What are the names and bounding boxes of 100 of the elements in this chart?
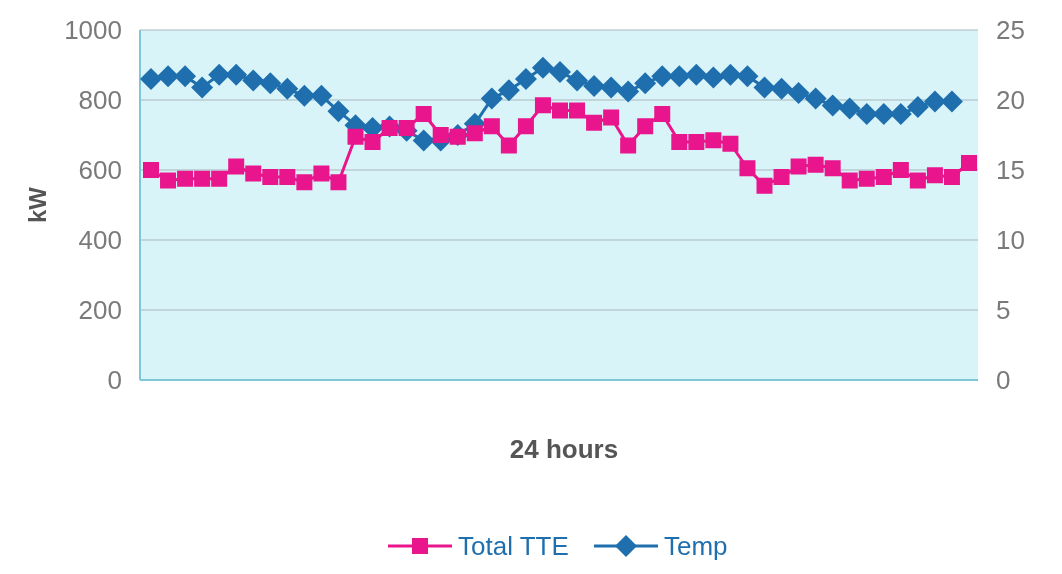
point [500, 137, 517, 154]
point [466, 125, 483, 142]
y2-tick-label: 5 [996, 295, 1011, 326]
point [838, 97, 861, 120]
point [603, 109, 620, 126]
point [552, 102, 568, 119]
point [940, 90, 963, 113]
point [790, 158, 807, 175]
point [412, 129, 435, 152]
point [855, 103, 878, 125]
point [347, 128, 364, 145]
point [889, 103, 912, 125]
point [654, 106, 671, 122]
point [719, 63, 742, 86]
point [194, 170, 211, 187]
point [497, 79, 520, 102]
point [804, 87, 827, 110]
y2-tick-label: 25 [996, 15, 1025, 46]
point [330, 174, 347, 191]
legend-label: Temp [664, 531, 728, 562]
point [702, 66, 725, 89]
point [310, 84, 333, 107]
point [943, 169, 960, 185]
point [566, 69, 589, 92]
point [313, 165, 330, 182]
y-tick-label: 1000 [64, 15, 122, 46]
point [872, 103, 895, 125]
point [600, 76, 623, 99]
point [722, 135, 739, 152]
point [415, 106, 432, 122]
y-tick-label: 200 [78, 295, 122, 326]
point [228, 158, 245, 175]
point [432, 127, 449, 143]
point [296, 174, 313, 191]
legend-label: Total TTE [458, 531, 569, 562]
point [753, 76, 776, 99]
point [208, 63, 231, 86]
y-tick-label: 800 [78, 85, 122, 116]
point [586, 114, 603, 131]
y2-tick-label: 0 [996, 365, 1011, 396]
point [671, 134, 688, 150]
point [634, 72, 657, 95]
point [293, 84, 316, 107]
point [685, 63, 708, 86]
point [245, 165, 262, 182]
point [892, 162, 909, 178]
point [262, 169, 279, 185]
point [841, 172, 858, 189]
point [824, 160, 841, 177]
point [756, 177, 773, 194]
point [637, 118, 654, 135]
point [770, 77, 793, 100]
point [926, 167, 943, 184]
y-axis-title: kW [24, 186, 51, 223]
point [517, 118, 534, 135]
point [583, 75, 606, 97]
point [143, 162, 159, 178]
point [688, 134, 705, 150]
point [620, 137, 637, 154]
point [668, 65, 691, 88]
point [211, 170, 228, 187]
point [617, 80, 640, 103]
y2-tick-label: 20 [996, 85, 1025, 116]
point [514, 68, 537, 90]
y2-tick-label: 15 [996, 155, 1025, 186]
point [736, 65, 759, 88]
point [773, 169, 790, 185]
point [961, 155, 977, 171]
point [651, 65, 674, 88]
y-tick-label: 400 [78, 225, 122, 256]
y-tick-label: 0 [107, 365, 122, 396]
point [821, 94, 844, 117]
point [483, 118, 500, 135]
point [140, 68, 162, 90]
point [242, 69, 265, 92]
point [259, 72, 282, 95]
point [534, 97, 551, 114]
point [276, 77, 299, 100]
point [923, 90, 946, 113]
point [909, 172, 926, 189]
point [807, 156, 824, 173]
point [739, 160, 756, 177]
point [160, 172, 177, 189]
point [549, 61, 571, 83]
x-axis-title: 24 hours [509, 434, 619, 464]
point [327, 100, 350, 123]
point [480, 87, 503, 110]
point [177, 170, 194, 187]
point [906, 96, 929, 118]
point [364, 134, 381, 150]
point [858, 170, 875, 187]
point [787, 82, 810, 104]
point [531, 56, 554, 79]
point [174, 65, 197, 88]
y-tick-label: 600 [78, 155, 122, 186]
point [875, 169, 892, 185]
point [569, 102, 586, 119]
point [191, 76, 214, 99]
y2-tick-label: 10 [996, 225, 1025, 256]
point [705, 132, 722, 149]
